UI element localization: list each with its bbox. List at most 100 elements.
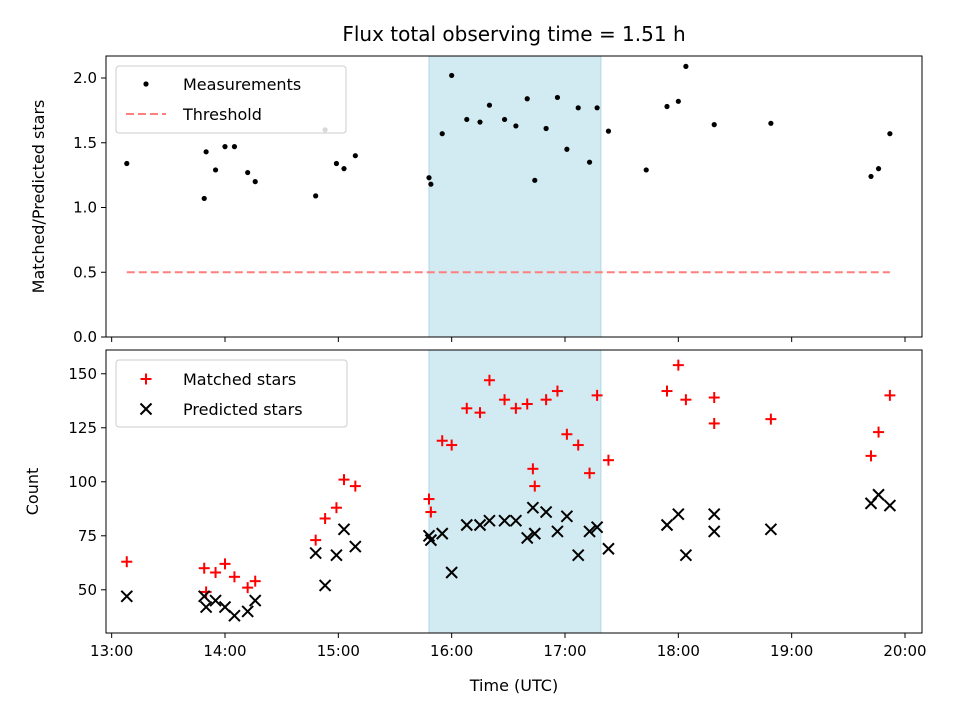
bottom-y-axis-label: Count [23,468,42,516]
matched-star-point [865,450,877,462]
x-stroke-b [872,488,885,501]
x-stroke-b [337,523,351,536]
y-tick-label: 75 [78,527,97,545]
matched-star-point [510,402,522,414]
measurement-point [231,144,238,150]
x-stroke-b [583,525,596,538]
x-stroke-b [764,523,778,536]
x-stroke-b [883,499,897,512]
x-stroke-b [560,510,574,523]
measurement-point [664,103,670,110]
x-stroke-b [602,542,615,555]
x-tick-label: 16:00 [430,642,473,660]
predicted-star-point [679,549,693,562]
x-stroke-b [199,600,213,614]
predicted-star-point [199,600,213,614]
y-tick-label: 1.0 [73,199,97,217]
matched-star-point [602,454,614,466]
matched-star-point [529,480,541,492]
matched-star-point [708,392,720,404]
legend-threshold-label: Threshold [182,105,262,124]
x-stroke-b [509,514,523,527]
matched-star-point [540,394,552,406]
bottom-x-ticks: 13:00 14:00 15:00 16:00 17:00 18:00 19:00 20:00 [90,633,927,660]
y-tick-label: 100 [68,473,97,491]
predicted-star-point [330,549,343,562]
x-stroke-b [551,525,564,538]
measurement-point [875,166,882,172]
x-stroke-b [249,594,262,607]
predicted-star-point [560,510,574,523]
predicted-star-point [660,518,674,532]
measurement-point [683,63,689,69]
top-x-ticks [111,337,906,342]
predicted-star-point [241,605,254,618]
matched-star-point [121,556,133,568]
matched-star-point [219,558,231,570]
measurement-point [477,119,483,125]
x-stroke-b [422,529,436,542]
measurement-point [428,181,434,187]
predicted-star-point [708,507,721,521]
measurement-point [486,102,493,108]
predicted-star-point [526,501,540,514]
y-tick-label: 150 [68,365,97,383]
predicted-star-point [872,488,885,501]
x-stroke-b [330,549,343,562]
predicted-star-point [309,546,322,560]
legend-measurement-marker [143,81,149,87]
measurement-point [605,128,612,134]
predicted-star-point [572,549,585,562]
x-stroke-b [209,594,222,607]
measurement-point [464,116,470,123]
matched-star-point [461,402,473,414]
measurement-point [203,149,209,155]
x-stroke-b [483,514,496,527]
x-stroke-b [539,505,553,519]
matched-star-point [551,385,563,397]
x-tick-label: 15:00 [317,642,360,660]
predicted-star-point [602,542,615,555]
matched-star-point [228,571,240,583]
measurement-point [575,105,581,111]
matched-star-point [527,463,539,475]
matched-star-point [483,374,495,386]
bottom-legend: Matched stars Predicted stars [115,359,348,428]
x-stroke-b [198,590,211,603]
measurement-point [586,159,593,165]
measurement-point [543,125,549,132]
measurement-point [501,116,508,123]
measurement-point [313,193,319,199]
matched-star-point [242,582,254,594]
x-stroke-b [528,527,541,540]
x-stroke-b [349,540,362,553]
measurement-point [887,131,893,137]
matched-star-point [884,389,896,401]
measurement-point [643,167,649,173]
matched-star-point [873,426,885,438]
measurement-point [333,160,340,167]
top-y-ticks: 0.0 0.5 1.0 1.5 2.0 [73,69,106,346]
predicted-star-point [551,525,564,538]
x-stroke-b [679,549,693,562]
predicted-star-point [498,514,511,527]
matched-star-point [708,417,720,429]
matched-star-point [198,562,210,574]
matched-star-point [423,493,435,505]
y-tick-label: 125 [68,419,97,437]
matched-star-point [319,513,331,525]
measurement-point [564,146,570,152]
bottom-plot-frame [105,349,923,634]
measurement-point [594,105,600,111]
x-stroke-b [708,525,721,538]
matched-star-point [499,394,511,406]
x-stroke-b [309,546,322,560]
legend-matched-marker [140,373,152,385]
x-stroke-b [660,518,674,532]
matched-star-point [425,506,437,518]
predicted-star-point [436,527,449,540]
matched-star-point [249,575,261,587]
predicted-star-point [198,590,211,603]
matched-star-point [672,359,684,371]
